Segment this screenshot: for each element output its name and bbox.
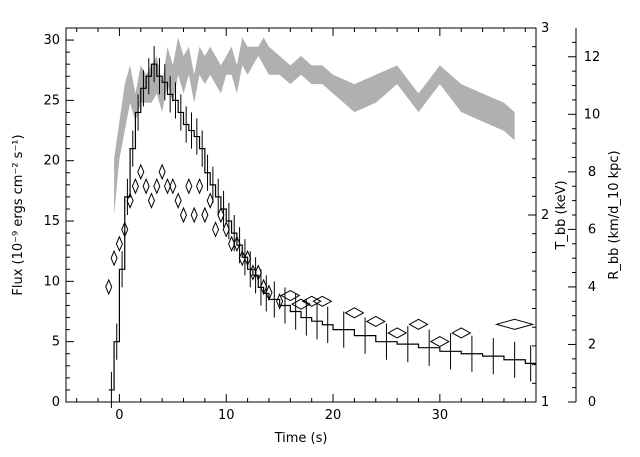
y-right2-tick-label: 0 [588,395,596,410]
y-left-tick-label: 10 [43,274,60,289]
radius-diamond [233,235,241,253]
y-left-tick-label: 0 [52,395,60,410]
right-radius-axis: 0 2 4 6 8 10 12 [568,28,600,410]
radius-diamond [451,327,472,339]
radius-diamond [312,295,333,307]
radius-diamond [260,278,268,296]
y-right1-tick-label: 2 [541,208,549,223]
radius-diamond [137,163,145,181]
y-right2-tick-label: 2 [588,337,596,352]
radius-diamond [276,293,284,310]
x-tick-label: 30 [432,408,449,423]
y-axis-left-label: Flux (10⁻⁹ ergs cm⁻² s⁻¹) [11,134,26,295]
radius-diamond [244,249,252,267]
temperature-band [114,37,515,215]
radius-diamond [228,235,236,253]
radius-diamond [185,177,193,195]
radius-diamond [142,177,150,195]
x-tick-label: 10 [218,408,235,423]
radius-diamond [301,295,322,307]
radius-diamond [121,221,129,238]
x-tick-label: 20 [325,408,342,423]
radius-diamond [174,192,182,209]
radius-diamond [365,315,386,328]
axis-ticks-layer: 0 10 20 30 0 5 10 15 20 25 30 1 2 3 [43,21,549,423]
radius-diamond [217,206,225,224]
radius-diamond [238,249,246,267]
y-right2-tick-label: 12 [584,50,601,65]
y-left-tick-label: 5 [52,335,60,350]
y-right2-tick-label: 10 [584,107,601,122]
radius-diamond [222,221,230,238]
y-right2-tick-label: 8 [588,165,596,180]
y-right1-tick-label: 3 [541,21,549,36]
radius-series-layer [105,163,535,348]
y-right2-tick-label: 6 [588,222,596,237]
radius-diamond [163,177,172,195]
radius-diamond [190,206,198,224]
radius-diamond [206,192,214,209]
y-right2-tick-label: 4 [588,280,596,295]
radius-diamond [153,177,161,195]
x-axis-label: Time (s) [274,431,328,446]
radius-diamond [126,192,134,209]
radius-diamond [429,336,450,348]
radius-diamond [494,318,535,330]
radius-diamond [290,298,312,310]
radius-diamond [280,289,301,302]
radius-diamond [110,249,118,267]
flux-series-layer [108,46,536,409]
radius-diamond [387,327,408,339]
y-axis-right1-label: T_bb (keV) [554,180,569,250]
y-left-tick-label: 25 [43,93,60,108]
radius-diamond [265,284,273,301]
radius-diamond [131,177,139,195]
radius-diamond [115,235,123,253]
radius-diamond [408,318,429,330]
radius-diamond [158,163,166,181]
radius-diamond [254,264,262,281]
radius-diamond [344,307,365,319]
radius-diamond [147,192,155,209]
plot-frame [65,27,537,403]
radius-diamond [169,177,177,195]
y-left-tick-label: 20 [43,154,60,169]
y-right1-tick-label: 1 [541,395,549,410]
x-tick-label: 0 [115,408,123,423]
y-left-tick-label: 15 [43,214,60,229]
flux-step-line [108,63,536,391]
y-axis-right2-label: R_bb (km/d_10 kpc) [607,150,622,279]
radius-diamond [212,221,220,238]
radius-diamond [201,206,209,224]
radius-diamond [105,278,113,296]
y-left-tick-label: 30 [43,33,60,48]
temperature-band-layer [114,37,515,215]
radius-diamond [249,264,257,281]
radius-diamond [195,177,204,195]
radius-diamond [179,206,188,224]
